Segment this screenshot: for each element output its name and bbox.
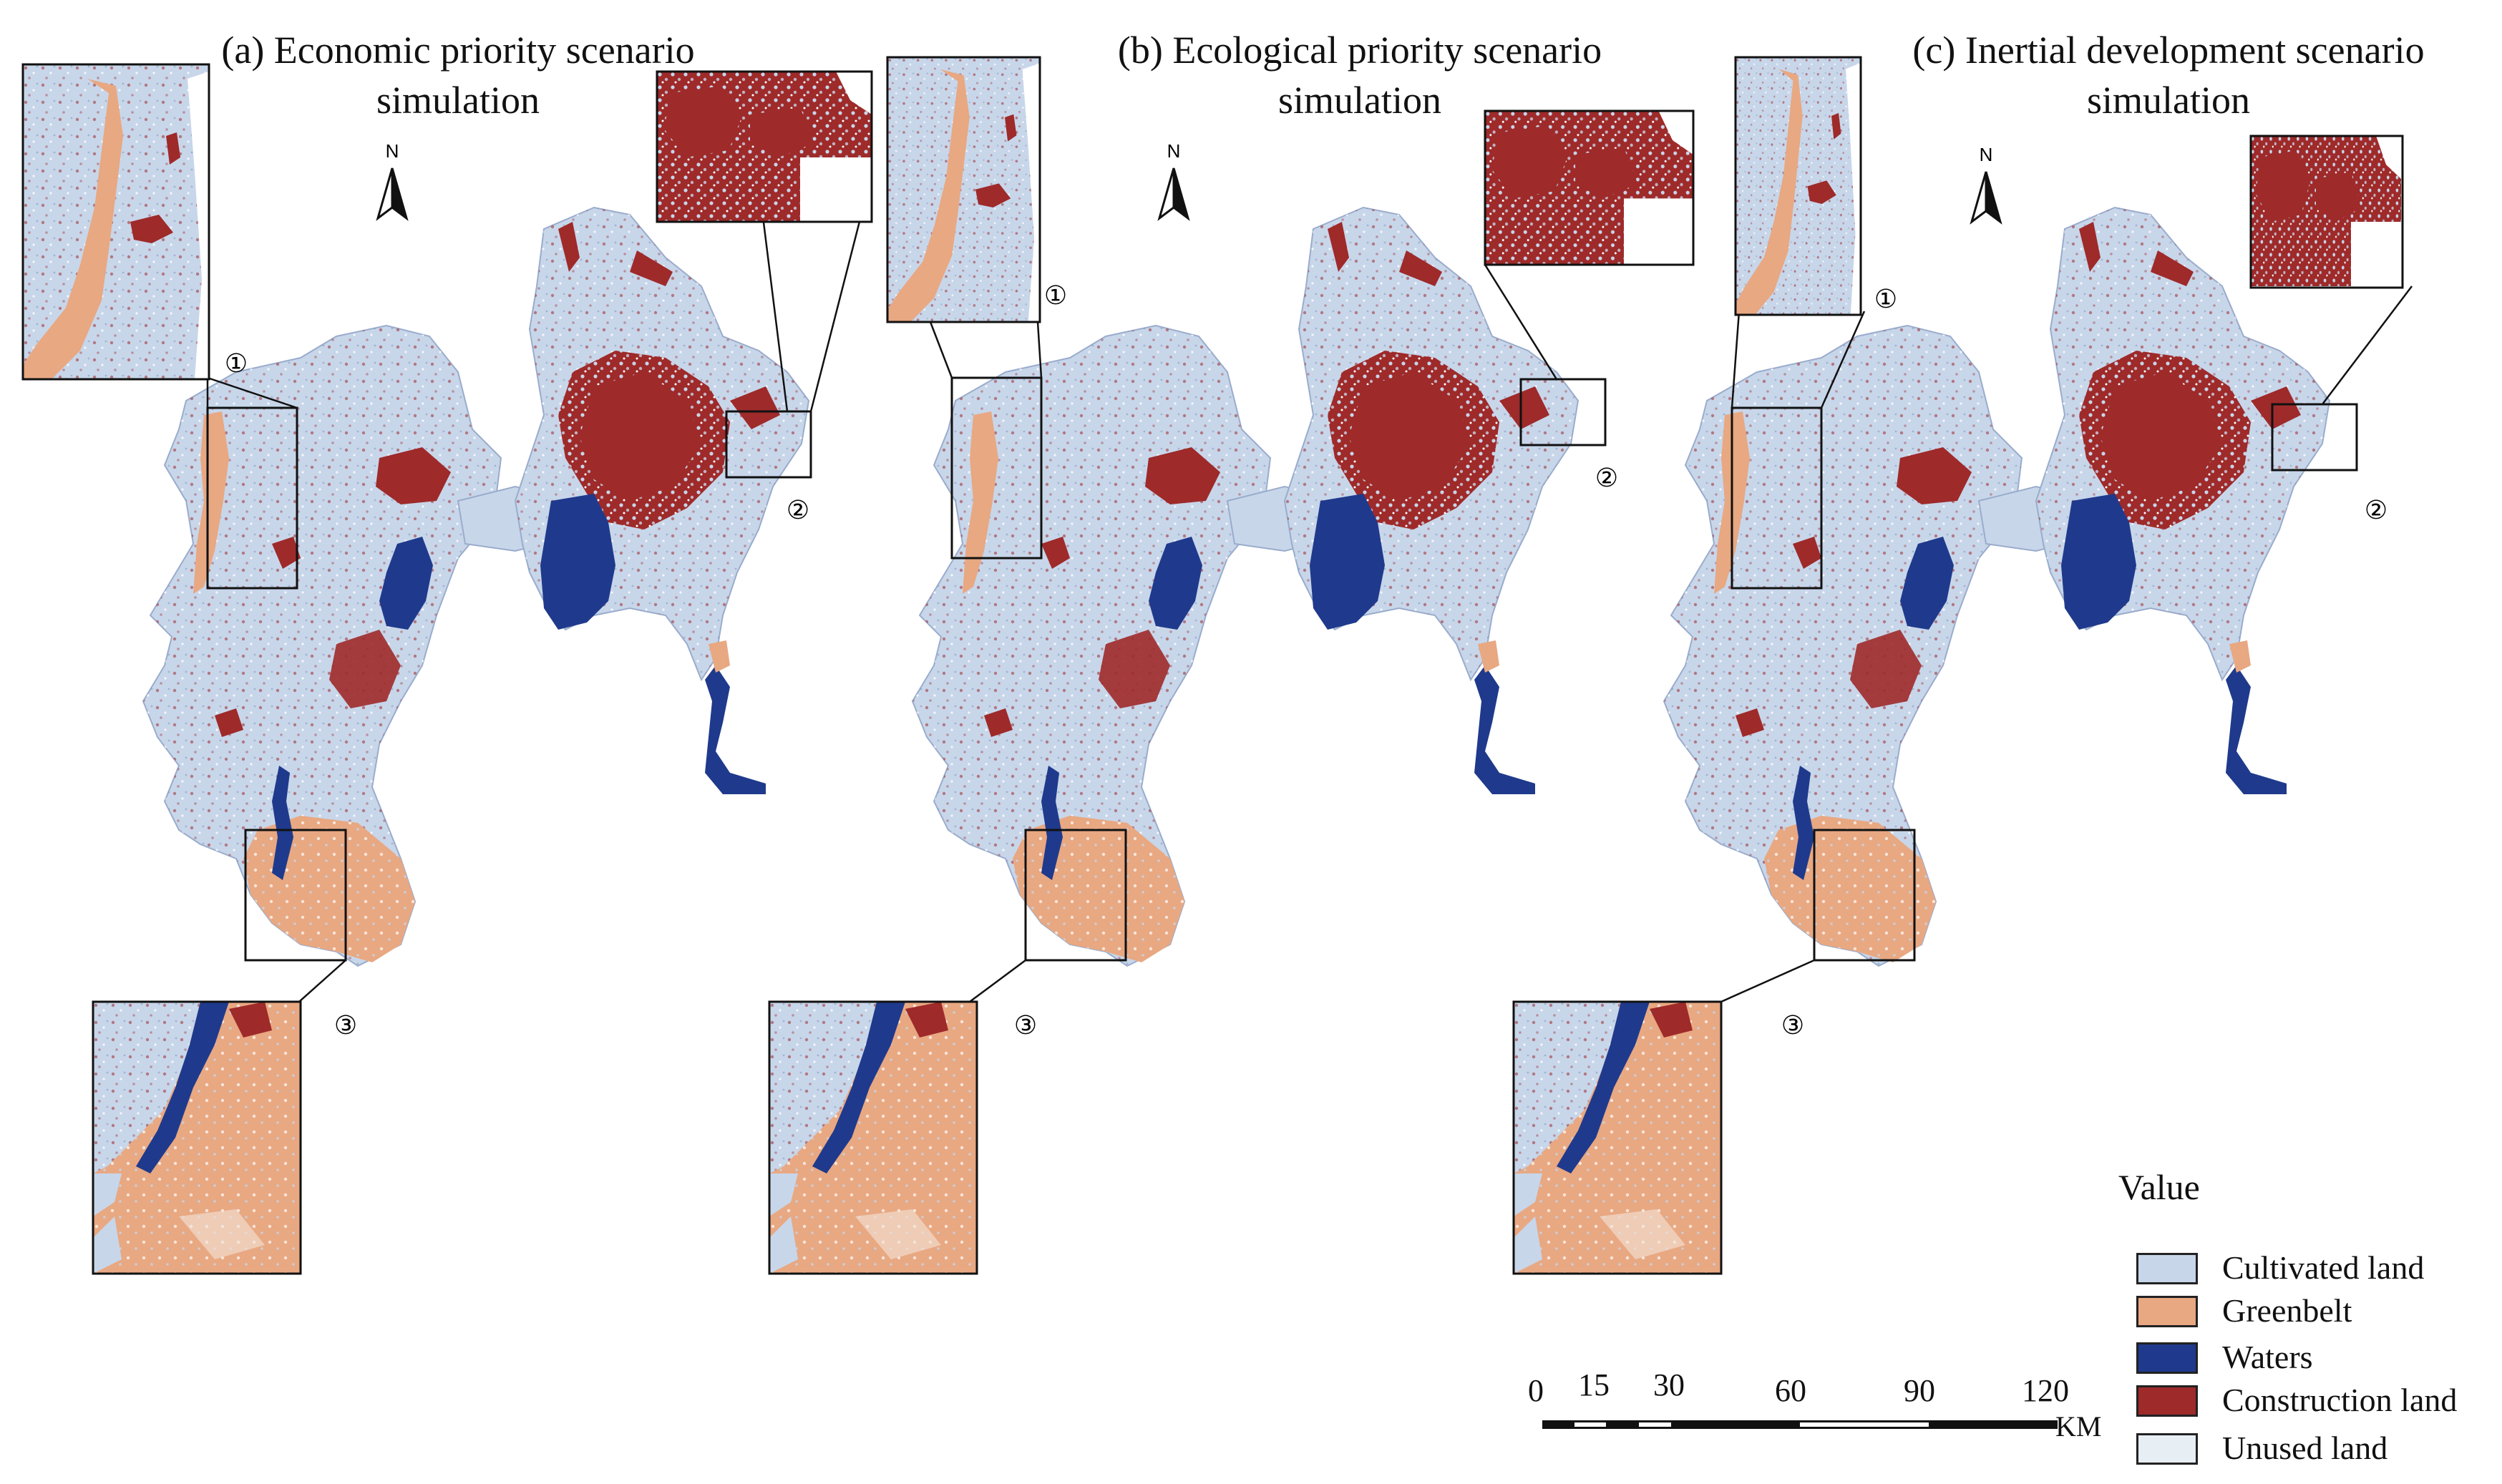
north-arrow-icon-b: N — [1157, 140, 1190, 221]
scale-tick-90: 90 — [1904, 1373, 1935, 1408]
svg-text:N: N — [1167, 140, 1181, 162]
inset-marker-3-a: ③ — [334, 1011, 357, 1040]
scale-tick-120: 120 — [2022, 1373, 2069, 1408]
inset-south-a — [92, 1000, 302, 1275]
legend-label: Cultivated land — [2222, 1249, 2425, 1286]
legend-swatch-greenbelt — [2136, 1296, 2198, 1327]
inset-marker-2-c: ② — [2365, 496, 2387, 525]
map-panel-c: ① ② ③ N — [1512, 56, 2413, 1275]
inset-marker-1-a: ① — [225, 349, 248, 379]
panel-title-c-line2: simulation — [2087, 79, 2250, 122]
panel-title-b: (b) Ecological priority scenario simulat… — [1066, 25, 1653, 125]
inset-coast-c — [1734, 56, 1862, 316]
scale-tick-60: 60 — [1775, 1373, 1806, 1408]
inset-urban-a — [656, 70, 873, 223]
legend-label: Unused land — [2222, 1430, 2388, 1466]
scale-tick-0: 0 — [1528, 1373, 1544, 1408]
inset-marker-3-b: ③ — [1014, 1011, 1037, 1040]
legend-title: Value — [2118, 1167, 2200, 1207]
north-arrow-icon-a: N — [376, 140, 409, 221]
inset-box-1-a — [206, 406, 298, 590]
north-arrow-icon-c: N — [1970, 144, 2002, 225]
inset-south-b — [768, 1000, 978, 1275]
legend-label: Greenbelt — [2222, 1292, 2352, 1329]
inset-box-3-b — [1024, 829, 1127, 962]
legend-label: Construction land — [2222, 1382, 2458, 1418]
inset-south-c — [1512, 1000, 1723, 1275]
panel-title-b-line1: (b) Ecological priority scenario — [1117, 29, 1602, 72]
panel-title-b-line2: simulation — [1278, 79, 1441, 122]
inset-marker-1-c: ① — [1874, 285, 1897, 314]
inset-urban-c — [2249, 135, 2404, 289]
inset-marker-2-a: ② — [787, 496, 809, 525]
legend-label: Waters — [2222, 1339, 2313, 1375]
legend-swatch-waters — [2136, 1342, 2198, 1374]
inset-coast-b — [886, 56, 1041, 323]
inset-urban-b — [1484, 109, 1695, 266]
scale-unit: KM — [2055, 1410, 2102, 1442]
panel-title-a-line2: simulation — [376, 79, 540, 122]
legend-swatch-cultivated — [2136, 1253, 2198, 1284]
scale-tick-15: 15 — [1578, 1367, 1610, 1402]
legend-swatch-unused — [2136, 1433, 2198, 1465]
inset-marker-2-b: ② — [1595, 464, 1618, 493]
inset-box-1-b — [950, 376, 1043, 560]
inset-box-2-a — [725, 410, 812, 479]
scale-bar — [1542, 1420, 2058, 1429]
inset-box-2-c — [2271, 403, 2358, 472]
panel-title-c: (c) Inertial development scenario simula… — [1861, 25, 2476, 125]
panel-title-a-line1: (a) Economic priority scenario — [221, 29, 695, 72]
scale-tick-30: 30 — [1653, 1367, 1685, 1402]
map-panel-b: ① ② ③ N — [768, 56, 1695, 1275]
inset-marker-1-b: ① — [1044, 281, 1067, 311]
panel-title-c-line1: (c) Inertial development scenario — [1912, 29, 2425, 72]
svg-text:N: N — [386, 140, 399, 162]
inset-box-3-a — [244, 829, 347, 962]
inset-box-3-c — [1813, 829, 1916, 962]
map-panel-a: ① ② ③ N — [21, 63, 873, 1275]
panel-title-a: (a) Economic priority scenario simulatio… — [172, 25, 744, 125]
legend-swatch-construction — [2136, 1385, 2198, 1417]
inset-box-2-b — [1519, 378, 1607, 446]
inset-box-1-c — [1731, 406, 1823, 590]
inset-coast-a — [21, 63, 210, 381]
inset-marker-3-c: ③ — [1781, 1011, 1804, 1040]
svg-text:N: N — [1980, 144, 1993, 165]
